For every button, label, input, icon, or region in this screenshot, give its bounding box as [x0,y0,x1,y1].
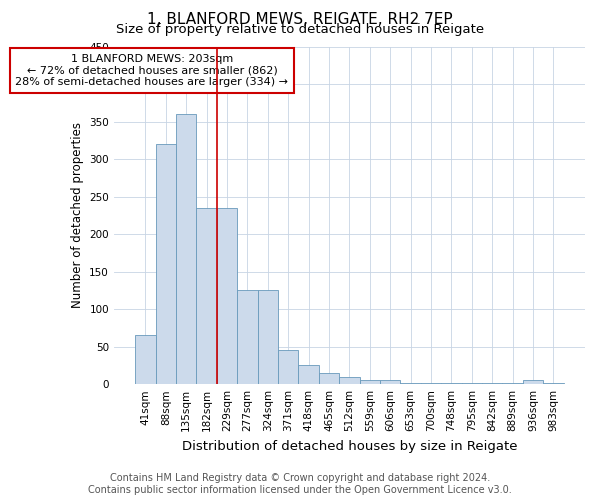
Text: Contains HM Land Registry data © Crown copyright and database right 2024.
Contai: Contains HM Land Registry data © Crown c… [88,474,512,495]
Bar [237,290,257,384]
Bar [421,382,441,384]
Bar [176,114,196,384]
Bar [502,382,523,384]
Bar [359,380,380,384]
Bar [441,382,461,384]
Bar [278,350,298,384]
Bar [523,380,543,384]
Y-axis label: Number of detached properties: Number of detached properties [71,122,83,308]
Text: 1, BLANFORD MEWS, REIGATE, RH2 7EP: 1, BLANFORD MEWS, REIGATE, RH2 7EP [147,12,453,26]
Bar [217,208,237,384]
Text: Size of property relative to detached houses in Reigate: Size of property relative to detached ho… [116,22,484,36]
X-axis label: Distribution of detached houses by size in Reigate: Distribution of detached houses by size … [182,440,517,452]
Bar [461,382,482,384]
Bar [543,382,563,384]
Bar [196,208,217,384]
Bar [135,336,155,384]
Bar [380,380,400,384]
Text: 1 BLANFORD MEWS: 203sqm  
← 72% of detached houses are smaller (862)
28% of semi: 1 BLANFORD MEWS: 203sqm ← 72% of detache… [16,54,289,87]
Bar [319,373,339,384]
Bar [298,366,319,384]
Bar [400,382,421,384]
Bar [339,376,359,384]
Bar [482,382,502,384]
Bar [155,144,176,384]
Bar [257,290,278,384]
